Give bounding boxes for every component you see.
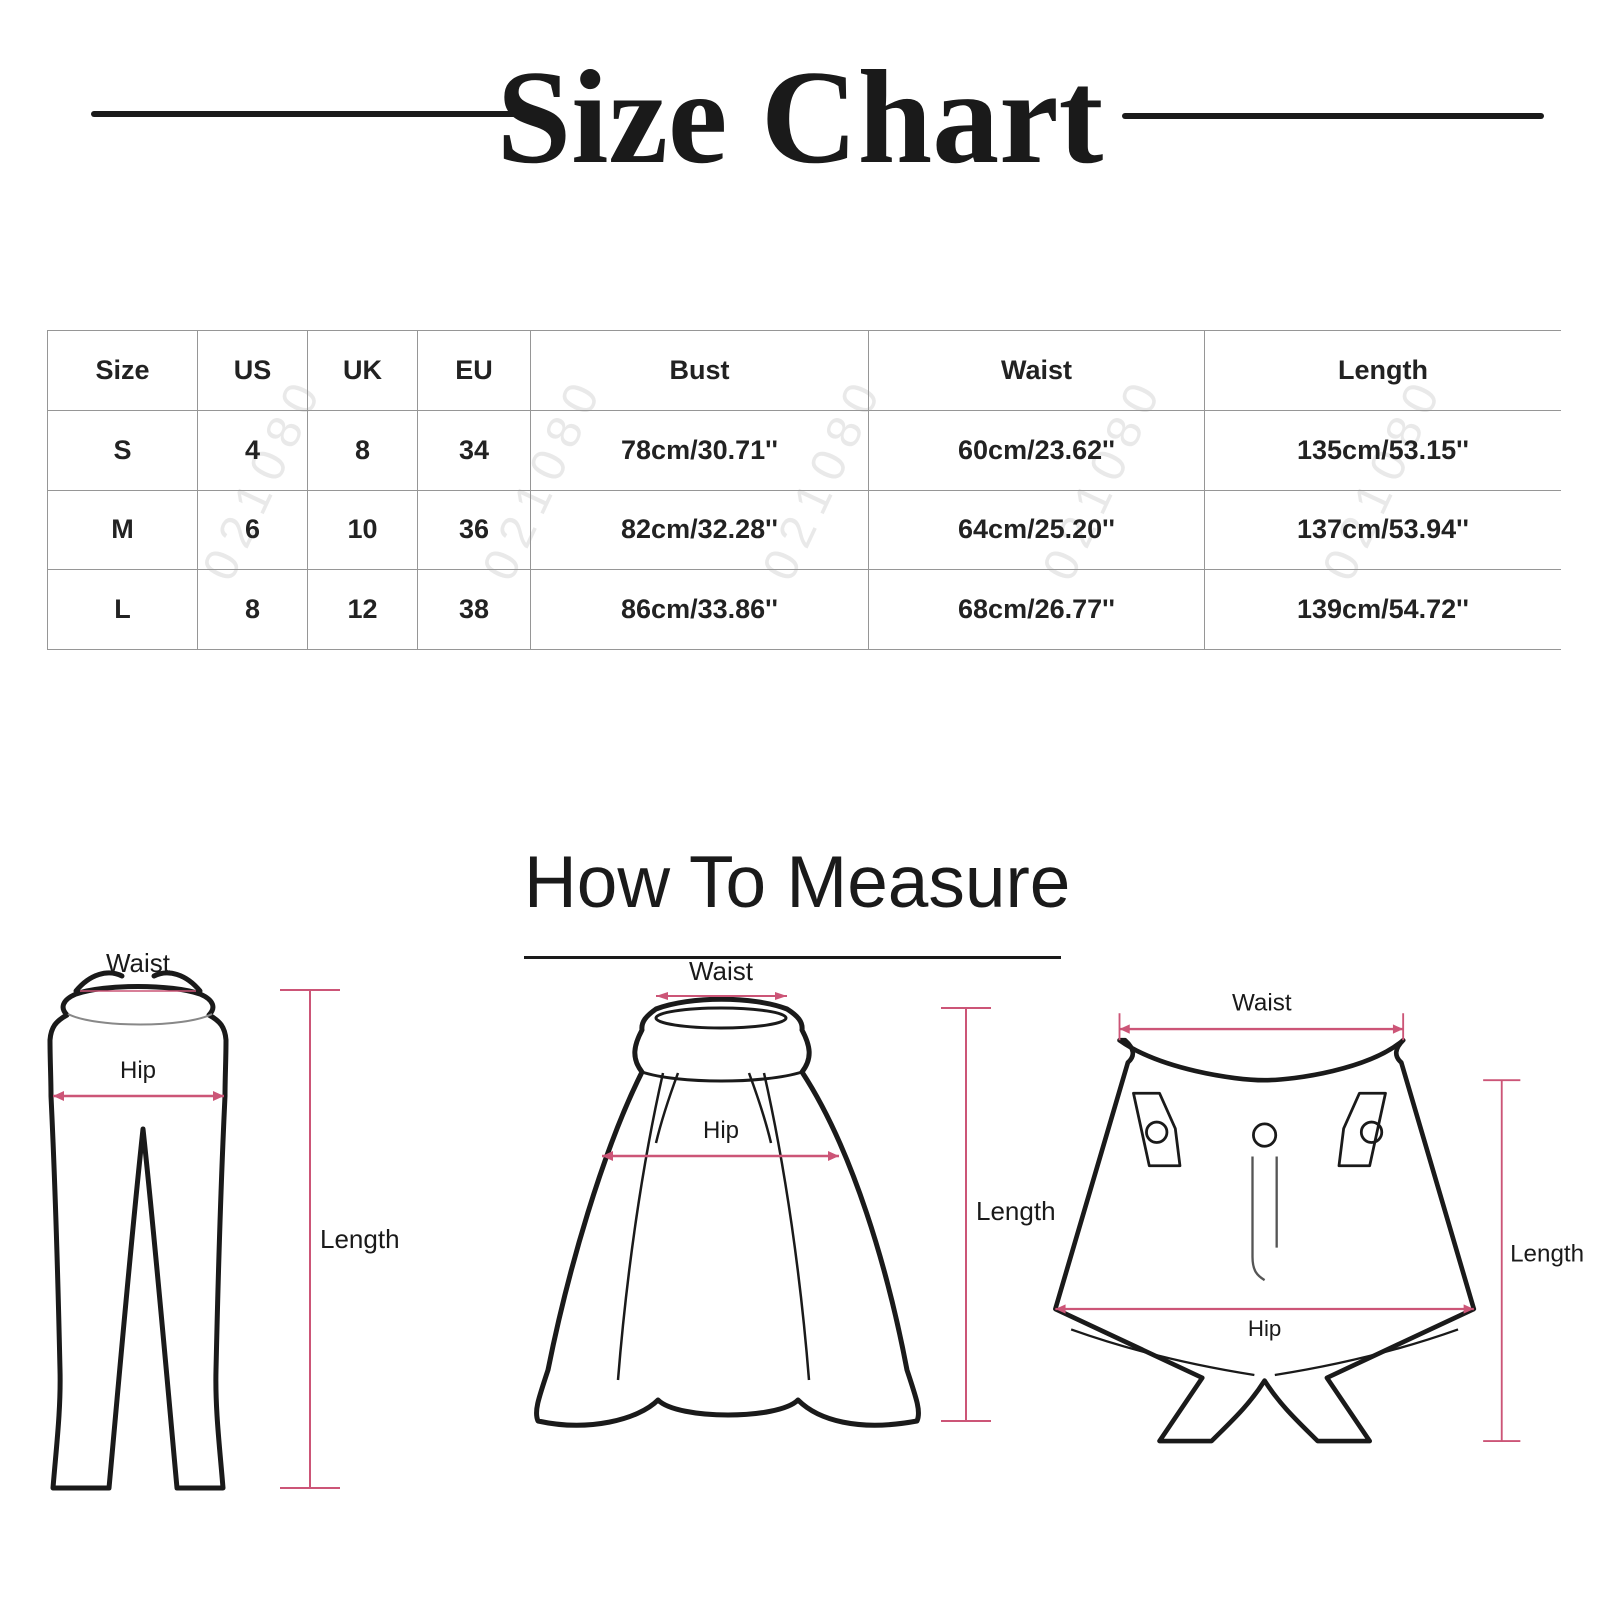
svg-text:Length: Length [320,1224,400,1254]
svg-text:Hip: Hip [703,1117,739,1144]
svg-text:Hip: Hip [1248,1316,1281,1341]
svg-text:Length: Length [976,1196,1056,1226]
svg-text:Waist: Waist [689,956,754,986]
svg-text:Waist: Waist [106,950,171,978]
svg-text:Waist: Waist [1232,989,1292,1016]
svg-text:Length: Length [1510,1241,1584,1268]
svg-text:Hip: Hip [120,1057,156,1084]
